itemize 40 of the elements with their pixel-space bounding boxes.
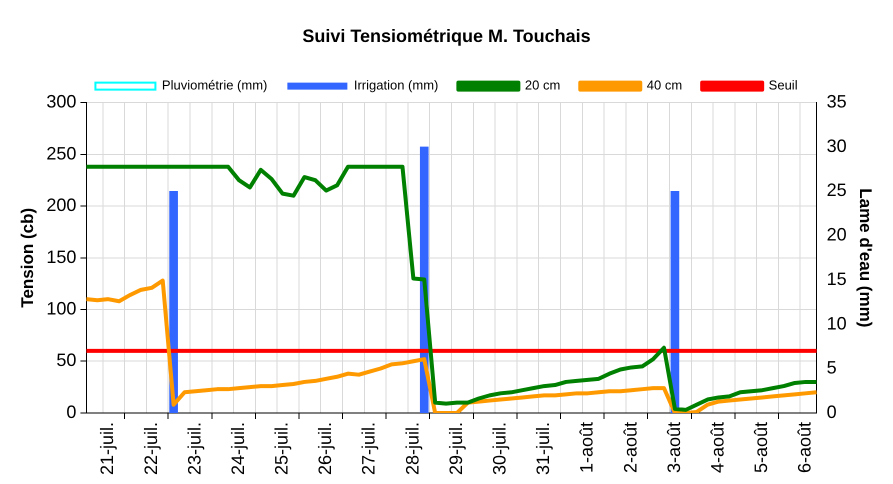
x-tick-label: 28-juil. [402, 422, 422, 476]
x-tick-label: 22-juil. [140, 422, 161, 476]
y-tick-label: 0 [66, 402, 76, 422]
x-tick-label: 5-août [751, 422, 772, 474]
x-tick-label: 29-juil. [446, 422, 466, 476]
x-tick-label: 1-août [576, 422, 597, 474]
x-tick-label: 27-juil. [358, 422, 379, 476]
chart-title: Suivi Tensiométrique M. Touchais [302, 26, 591, 46]
y-axis-title: Tension (cb) [18, 208, 37, 308]
y2-tick-label: 20 [826, 224, 847, 245]
y-tick-label: 50 [56, 350, 76, 370]
y-tick-label: 250 [46, 143, 76, 164]
y2-tick-label: 25 [826, 180, 847, 200]
x-tick-label: 26-juil. [315, 422, 336, 476]
legend-label: 40 cm [646, 78, 682, 93]
legend-label: Pluviométrie (mm) [162, 78, 268, 93]
y2-tick-label: 15 [826, 268, 847, 289]
x-tick-label: 4-août [707, 422, 728, 474]
y2-tick-label: 0 [826, 402, 837, 422]
y-tick-label: 100 [46, 298, 76, 318]
x-tick-label: 23-juil. [184, 422, 204, 476]
y-tick-label: 150 [46, 246, 76, 267]
x-tick-label: 3-août [664, 422, 684, 474]
y-tick-label: 300 [46, 92, 76, 112]
y2-axis-title: Lame d'eau (mm) [856, 188, 876, 328]
y2-tick-label: 5 [826, 358, 837, 378]
y2-tick-label: 35 [826, 92, 847, 112]
legend-label: 20 cm [524, 78, 560, 93]
x-tick-label: 25-juil. [272, 422, 292, 476]
legend-label: Seuil [768, 78, 798, 93]
x-tick-label: 6-août [794, 422, 815, 474]
y-tick-label: 200 [46, 195, 76, 216]
x-tick-label: 21-juil. [97, 422, 118, 476]
legend-label: Irrigation (mm) [354, 78, 438, 93]
x-tick-label: 2-août [620, 422, 640, 474]
x-tick-label: 31-juil. [533, 422, 554, 476]
x-tick-label: 24-juil. [228, 422, 248, 476]
x-tick-label: 30-juil. [490, 422, 510, 476]
y2-tick-label: 30 [826, 136, 847, 156]
y2-tick-label: 10 [826, 313, 847, 334]
